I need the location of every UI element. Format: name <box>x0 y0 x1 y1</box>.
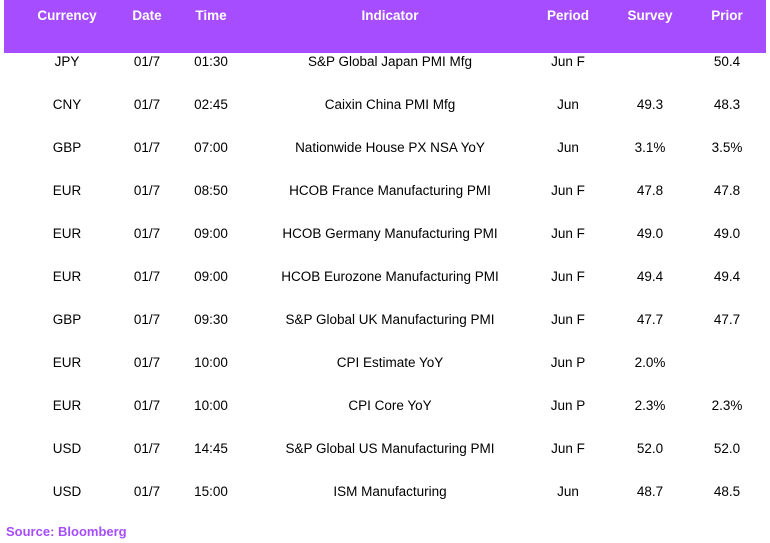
cell-period: Jun F <box>551 54 585 69</box>
cell-time: 15:00 <box>194 484 228 499</box>
table-row: GBP 01/7 09:30 S&P Global UK Manufacturing … <box>4 312 766 355</box>
cell-date: 01/7 <box>133 398 161 413</box>
cell-indicator: HCOB Germany Manufacturing PMI <box>282 226 498 241</box>
cell-currency: JPY <box>54 54 80 69</box>
cell-currency: EUR <box>52 269 82 284</box>
cell-survey: 52.0 <box>636 441 664 456</box>
cell-indicator: ISM Manufacturing <box>333 484 447 499</box>
header-survey: Survey <box>627 8 673 23</box>
cell-time: 02:45 <box>194 97 228 112</box>
header-prior: Prior <box>711 8 743 23</box>
cell-survey: 49.0 <box>636 226 664 241</box>
header-indicator: Indicator <box>361 8 419 23</box>
cell-currency: GBP <box>52 140 82 155</box>
cell-time: 08:50 <box>194 183 228 198</box>
cell-survey: 47.7 <box>636 312 664 327</box>
table-row: EUR 01/7 09:00 HCOB Eurozone Manufacturing … <box>4 269 766 312</box>
cell-time: 09:00 <box>194 226 228 241</box>
cell-prior: 52.0 <box>713 441 741 456</box>
cell-date: 01/7 <box>133 484 161 499</box>
cell-currency: EUR <box>52 183 82 198</box>
cell-time: 10:00 <box>194 355 228 370</box>
cell-indicator: CPI Core YoY <box>348 398 432 413</box>
cell-currency: EUR <box>52 398 82 413</box>
cell-date: 01/7 <box>133 355 161 370</box>
cell-date: 01/7 <box>133 269 161 284</box>
cell-indicator: Caixin China PMI Mfg <box>324 97 456 112</box>
cell-currency: USD <box>52 441 82 456</box>
cell-survey: 49.3 <box>636 97 664 112</box>
cell-date: 01/7 <box>133 140 161 155</box>
cell-time: 10:00 <box>194 398 228 413</box>
cell-time: 09:00 <box>194 269 228 284</box>
cell-survey: 47.8 <box>636 183 664 198</box>
cell-prior: 48.3 <box>713 97 741 112</box>
cell-period: Jun F <box>551 183 585 198</box>
cell-survey: 2.0% <box>634 355 666 370</box>
cell-period: Jun <box>557 140 579 155</box>
cell-period: Jun <box>557 97 579 112</box>
table-row: EUR 01/7 10:00 CPI Estimate YoY Jun P 2.0% <box>4 355 766 398</box>
cell-prior: 49.0 <box>713 226 741 241</box>
cell-period: Jun P <box>550 398 586 413</box>
cell-survey: 49.4 <box>636 269 664 284</box>
cell-prior: 49.4 <box>713 269 741 284</box>
table-header: Currency Date Time Indicator Period Surv… <box>4 0 766 53</box>
table-row: GBP 01/7 07:00 Nationwide House PX NSA YoY J… <box>4 140 766 183</box>
table-row: USD 01/7 15:00 ISM Manufacturing Jun 48.7 48.5 <box>4 484 766 527</box>
cell-prior: 50.4 <box>713 54 741 69</box>
table-row: EUR 01/7 10:00 CPI Core YoY Jun P 2.3% 2.3% <box>4 398 766 441</box>
table-row: CNY 01/7 02:45 Caixin China PMI Mfg Jun 49.3 4… <box>4 97 766 140</box>
cell-time: 09:30 <box>194 312 228 327</box>
cell-period: Jun F <box>551 312 585 327</box>
cell-prior: 47.8 <box>713 183 741 198</box>
cell-prior: 47.7 <box>713 312 741 327</box>
cell-currency: CNY <box>52 97 82 112</box>
cell-prior: 2.3% <box>711 398 743 413</box>
cell-currency: GBP <box>52 312 82 327</box>
cell-survey: 2.3% <box>634 398 666 413</box>
cell-prior: 3.5% <box>711 140 743 155</box>
header-date: Date <box>132 8 162 23</box>
header-period: Period <box>546 8 590 23</box>
table-row: EUR 01/7 09:00 HCOB Germany Manufacturing P… <box>4 226 766 269</box>
cell-period: Jun F <box>551 226 585 241</box>
cell-indicator: S&P Global UK Manufacturing PMI <box>285 312 495 327</box>
cell-date: 01/7 <box>133 312 161 327</box>
cell-time: 07:00 <box>194 140 228 155</box>
cell-prior: 48.5 <box>713 484 741 499</box>
cell-indicator: S&P Global US Manufacturing PMI <box>285 441 495 456</box>
table-row: EUR 01/7 08:50 HCOB France Manufacturing PM… <box>4 183 766 226</box>
cell-survey: 3.1% <box>634 140 666 155</box>
cell-indicator: HCOB France Manufacturing PMI <box>289 183 491 198</box>
cell-date: 01/7 <box>133 54 161 69</box>
cell-period: Jun P <box>550 355 586 370</box>
source-note: Source: Bloomberg <box>6 524 127 539</box>
cell-currency: EUR <box>52 226 82 241</box>
cell-indicator: S&P Global Japan PMI Mfg <box>307 54 473 69</box>
cell-date: 01/7 <box>133 97 161 112</box>
cell-date: 01/7 <box>133 226 161 241</box>
cell-time: 01:30 <box>194 54 228 69</box>
cell-indicator: HCOB Eurozone Manufacturing PMI <box>281 269 499 284</box>
table-row: USD 01/7 14:45 S&P Global US Manufacturing … <box>4 441 766 484</box>
cell-indicator: CPI Estimate YoY <box>336 355 444 370</box>
cell-currency: EUR <box>52 355 82 370</box>
cell-time: 14:45 <box>194 441 228 456</box>
cell-date: 01/7 <box>133 183 161 198</box>
cell-period: Jun F <box>551 269 585 284</box>
table-row: JPY 01/7 01:30 S&P Global Japan PMI Mfg Jun … <box>4 54 766 97</box>
cell-indicator: Nationwide House PX NSA YoY <box>295 140 485 155</box>
cell-period: Jun F <box>551 441 585 456</box>
header-currency: Currency <box>37 8 97 23</box>
cell-survey: 48.7 <box>636 484 664 499</box>
cell-currency: USD <box>52 484 82 499</box>
header-time: Time <box>195 8 227 23</box>
cell-date: 01/7 <box>133 441 161 456</box>
cell-period: Jun <box>557 484 579 499</box>
